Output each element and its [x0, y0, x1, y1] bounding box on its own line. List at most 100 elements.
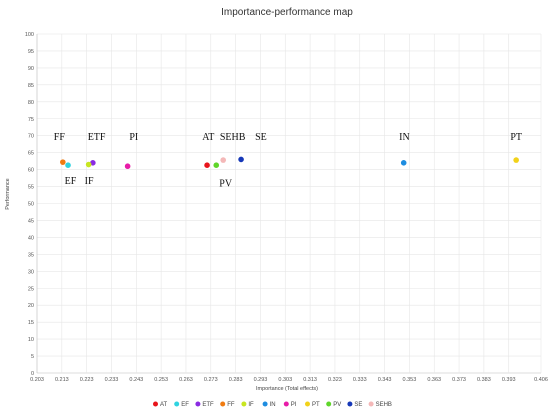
legend-item-ef: EF — [174, 401, 189, 408]
x-tick-label: 0.383 — [477, 377, 491, 383]
x-tick-label: 0.406 — [534, 377, 548, 383]
x-tick-label: 0.253 — [154, 377, 168, 383]
y-tick-label: 10 — [28, 337, 34, 343]
x-tick-label: 0.373 — [452, 377, 466, 383]
legend-label: AT — [160, 402, 168, 408]
point-annotations: FF ETF PI AT SEHB SE EF IF PV IN PT — [54, 132, 522, 190]
legend-label: PV — [333, 402, 341, 408]
data-point-at — [204, 162, 210, 168]
x-tick-label: 0.233 — [105, 377, 119, 383]
x-tick-label: 0.323 — [328, 377, 342, 383]
legend-marker — [220, 401, 226, 407]
x-tick-label: 0.203 — [30, 377, 44, 383]
y-tick-label: 60 — [28, 168, 34, 174]
x-tick-labels: 0.203 0.213 0.223 0.233 0.243 0.253 0.263 0.273… — [30, 377, 548, 383]
y-tick-label: 65 — [28, 151, 34, 157]
annotation-pi: PI — [129, 132, 138, 143]
data-point-etf — [90, 160, 96, 166]
legend-label: IF — [248, 402, 254, 408]
annotation-at: AT — [202, 132, 214, 143]
y-axis-label: Performance — [5, 178, 11, 210]
y-tick-label: 5 — [31, 354, 34, 360]
legend-label: IN — [270, 402, 276, 408]
y-tick-label: 20 — [28, 303, 34, 309]
x-tick-label: 0.223 — [80, 377, 94, 383]
chart-title: Importance-performance map — [221, 7, 353, 18]
legend-label: EF — [181, 402, 189, 408]
x-tick-label: 0.273 — [204, 377, 218, 383]
legend-marker — [153, 401, 158, 407]
y-tick-label: 30 — [28, 269, 34, 275]
data-point-pi — [124, 163, 131, 170]
data-point-in — [400, 160, 407, 166]
x-tick-label: 0.393 — [502, 377, 516, 383]
legend-marker — [326, 401, 332, 407]
y-tick-label: 100 — [25, 32, 34, 38]
x-tick-label: 0.263 — [179, 377, 193, 383]
legend-item-etf: ETF — [195, 401, 214, 408]
y-tick-label: 40 — [28, 235, 34, 241]
legend-item-ff: FF — [220, 401, 235, 408]
legend-marker — [305, 401, 310, 407]
y-tick-label: 35 — [28, 252, 34, 258]
legend-label: ETF — [202, 402, 214, 408]
legend-marker — [174, 401, 180, 407]
legend-item-pi: PI — [283, 401, 297, 408]
legend: AT EF ETF FF IF IN PI PT PV SE SEHB — [153, 401, 392, 408]
legend-label: PI — [291, 402, 297, 408]
y-tick-label: 0 — [31, 371, 34, 377]
legend-item-sehb: SEHB — [368, 401, 392, 408]
data-points — [60, 156, 519, 170]
data-point-se — [238, 156, 244, 163]
x-tick-label: 0.353 — [403, 377, 417, 383]
annotation-ef: EF — [65, 176, 77, 187]
legend-item-pt: PT — [305, 401, 320, 408]
legend-label: SE — [354, 402, 362, 408]
legend-marker — [283, 401, 289, 407]
legend-item-if: IF — [241, 401, 254, 408]
y-tick-label: 70 — [28, 134, 34, 140]
legend-label: SEHB — [376, 402, 392, 408]
y-tick-label: 55 — [28, 185, 34, 191]
data-point-sehb — [220, 157, 227, 163]
annotation-ff: FF — [54, 132, 66, 143]
y-tick-labels: 0 5 10 15 20 25 30 35 40 45 50 55 60 65 70 75 80 85 90 95 10… — [25, 32, 34, 377]
x-tick-label: 0.243 — [129, 377, 143, 383]
legend-item-at: AT — [153, 401, 168, 408]
annotation-pv: PV — [219, 179, 233, 190]
data-point-ef — [65, 162, 71, 168]
x-tick-label: 0.293 — [254, 377, 268, 383]
legend-marker — [368, 401, 374, 407]
legend-label: FF — [227, 402, 235, 408]
y-tick-label: 75 — [28, 117, 34, 123]
annotation-pt: PT — [510, 132, 522, 143]
data-point-pv — [213, 162, 220, 168]
x-axis-label: Importance (Total effects) — [256, 386, 318, 392]
y-tick-label: 85 — [28, 83, 34, 89]
legend-marker — [241, 401, 247, 407]
data-point-ff — [60, 159, 66, 165]
legend-marker — [195, 401, 201, 407]
annotation-in: IN — [399, 132, 410, 143]
x-tick-label: 0.213 — [55, 377, 69, 383]
x-tick-label: 0.313 — [303, 377, 317, 383]
y-tick-label: 25 — [28, 286, 34, 292]
y-tick-label: 50 — [28, 202, 34, 208]
y-tick-label: 95 — [28, 49, 34, 55]
grid-lines — [36, 33, 542, 374]
data-point-pt — [513, 157, 519, 163]
y-tick-label: 45 — [28, 218, 34, 224]
annotation-if: IF — [85, 176, 94, 187]
x-tick-label: 0.283 — [229, 377, 243, 383]
legend-item-pv: PV — [326, 401, 341, 408]
data-point-if — [85, 161, 92, 168]
x-tick-label: 0.343 — [378, 377, 392, 383]
x-tick-label: 0.363 — [427, 377, 441, 383]
x-tick-label: 0.333 — [353, 377, 367, 383]
y-tick-label: 80 — [28, 100, 34, 106]
annotation-sehb: SEHB — [220, 132, 246, 143]
legend-marker — [262, 401, 268, 407]
y-tick-label: 90 — [28, 66, 34, 72]
annotation-etf: ETF — [88, 132, 106, 143]
